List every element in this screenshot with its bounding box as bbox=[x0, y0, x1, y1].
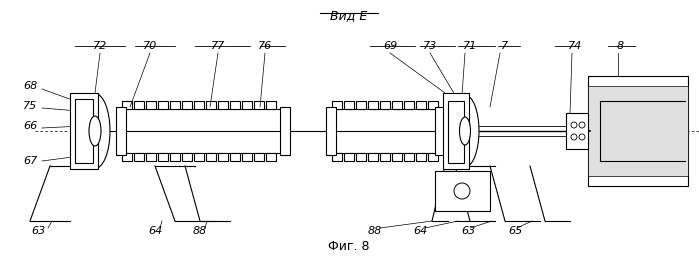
Text: 7: 7 bbox=[501, 41, 509, 51]
Bar bbox=[428, 153, 438, 161]
Bar bbox=[218, 153, 228, 161]
Bar bbox=[122, 101, 132, 109]
Ellipse shape bbox=[80, 93, 110, 169]
Text: 74: 74 bbox=[568, 41, 582, 51]
Bar bbox=[182, 101, 192, 109]
Text: 67: 67 bbox=[23, 156, 37, 166]
Bar bbox=[588, 76, 688, 186]
Text: 73: 73 bbox=[423, 41, 437, 51]
Circle shape bbox=[579, 122, 585, 128]
Bar bbox=[194, 153, 204, 161]
Bar bbox=[266, 101, 276, 109]
Bar bbox=[588, 86, 688, 176]
Bar bbox=[158, 101, 168, 109]
Bar bbox=[443, 93, 469, 169]
Bar bbox=[392, 101, 402, 109]
Text: 65: 65 bbox=[508, 226, 522, 236]
Bar bbox=[134, 101, 144, 109]
Bar bbox=[134, 153, 144, 161]
Bar bbox=[146, 153, 156, 161]
Bar bbox=[326, 107, 336, 155]
Text: 69: 69 bbox=[383, 41, 397, 51]
Text: 70: 70 bbox=[143, 41, 157, 51]
Bar bbox=[392, 153, 402, 161]
Ellipse shape bbox=[451, 95, 479, 167]
Bar bbox=[368, 101, 378, 109]
Text: 71: 71 bbox=[463, 41, 477, 51]
Bar bbox=[416, 101, 426, 109]
Bar bbox=[380, 153, 390, 161]
Bar bbox=[266, 153, 276, 161]
Bar bbox=[254, 153, 264, 161]
Text: 88: 88 bbox=[193, 226, 207, 236]
Bar bbox=[368, 153, 378, 161]
Bar bbox=[404, 153, 414, 161]
Text: 75: 75 bbox=[23, 101, 37, 111]
Bar bbox=[170, 101, 180, 109]
Bar bbox=[170, 153, 180, 161]
Text: 63: 63 bbox=[31, 226, 45, 236]
Bar bbox=[380, 101, 390, 109]
Text: 8: 8 bbox=[617, 41, 624, 51]
Text: 72: 72 bbox=[93, 41, 107, 51]
Text: 63: 63 bbox=[461, 226, 475, 236]
Text: 77: 77 bbox=[211, 41, 225, 51]
Bar bbox=[242, 153, 252, 161]
Text: 64: 64 bbox=[413, 226, 427, 236]
Text: 88: 88 bbox=[368, 226, 382, 236]
Bar bbox=[344, 101, 354, 109]
Bar bbox=[122, 153, 132, 161]
Bar bbox=[206, 153, 216, 161]
Text: 76: 76 bbox=[258, 41, 272, 51]
Bar bbox=[194, 101, 204, 109]
Bar bbox=[280, 107, 290, 155]
Circle shape bbox=[571, 134, 577, 140]
Bar bbox=[566, 113, 588, 149]
Bar bbox=[230, 153, 240, 161]
Bar bbox=[435, 107, 445, 155]
Ellipse shape bbox=[459, 117, 470, 145]
Bar bbox=[254, 101, 264, 109]
Bar bbox=[356, 101, 366, 109]
Text: 64: 64 bbox=[148, 226, 162, 236]
Bar bbox=[146, 101, 156, 109]
Text: Вид Е: Вид Е bbox=[331, 9, 368, 22]
Bar bbox=[158, 153, 168, 161]
Bar bbox=[428, 101, 438, 109]
Bar bbox=[448, 101, 464, 163]
Text: 66: 66 bbox=[23, 121, 37, 131]
Bar bbox=[356, 153, 366, 161]
Bar bbox=[332, 153, 342, 161]
Bar bbox=[70, 93, 98, 169]
Circle shape bbox=[454, 183, 470, 199]
Bar bbox=[404, 101, 414, 109]
Ellipse shape bbox=[89, 116, 101, 146]
Bar bbox=[230, 101, 240, 109]
Bar bbox=[206, 101, 216, 109]
Bar bbox=[182, 153, 192, 161]
Circle shape bbox=[571, 122, 577, 128]
Bar bbox=[416, 153, 426, 161]
Bar bbox=[435, 171, 490, 211]
Bar bbox=[116, 107, 126, 155]
Bar bbox=[242, 101, 252, 109]
Bar bbox=[75, 99, 93, 163]
Circle shape bbox=[579, 134, 585, 140]
Bar bbox=[344, 153, 354, 161]
Text: Фиг. 8: Фиг. 8 bbox=[329, 240, 370, 253]
Bar bbox=[332, 101, 342, 109]
Bar bbox=[218, 101, 228, 109]
Text: 68: 68 bbox=[23, 81, 37, 91]
